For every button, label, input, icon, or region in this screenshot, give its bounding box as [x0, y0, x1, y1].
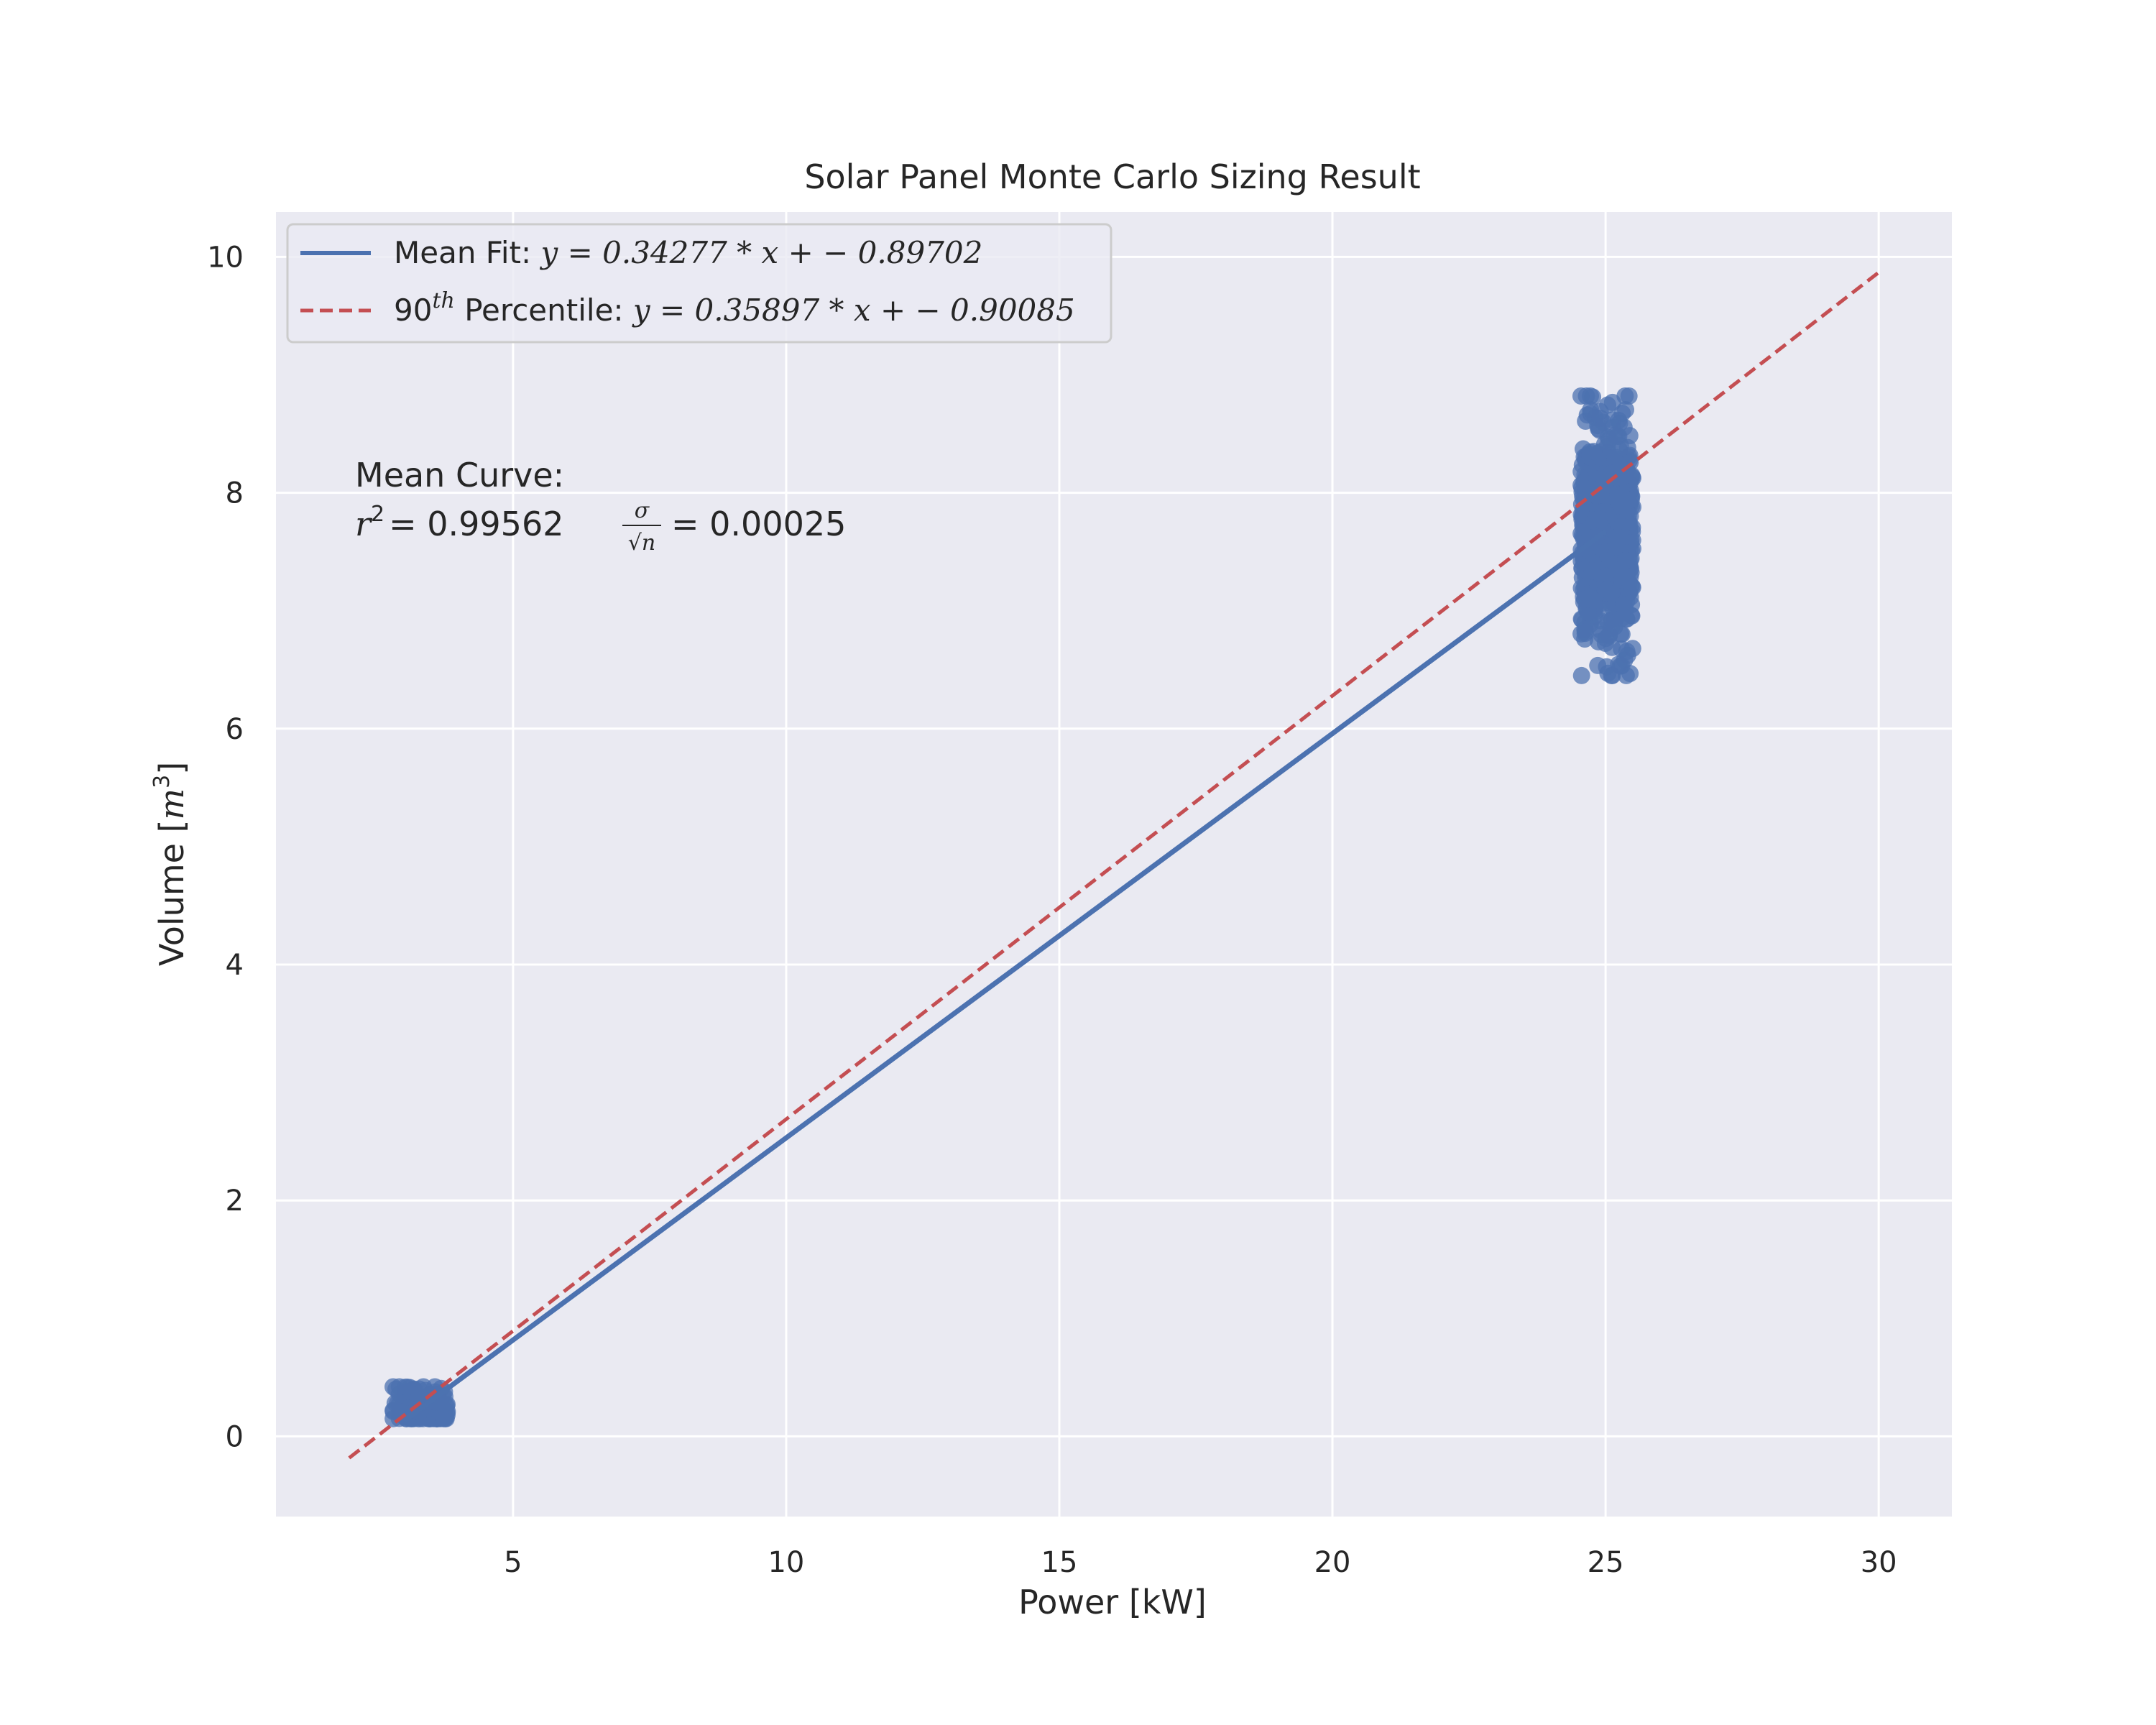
- scatter-point: [1622, 491, 1640, 509]
- annotation-sigma-value: = 0.00025: [671, 505, 846, 543]
- mean-fit-line: [402, 529, 1608, 1423]
- y-tick-label: 8: [226, 477, 244, 510]
- percentile-fit-line: [348, 271, 1880, 1460]
- scatter-point: [1604, 411, 1622, 429]
- scatter-point: [1589, 656, 1607, 674]
- scatter-point: [1596, 635, 1614, 653]
- scatter-point: [1572, 666, 1590, 684]
- scatter-point: [1603, 393, 1621, 411]
- scatter-point: [1623, 577, 1641, 595]
- annotation-sigma: σ: [635, 498, 650, 523]
- x-tick-label: 15: [1041, 1546, 1078, 1579]
- x-tick-labels: 5 10 15 20 25 30: [504, 1546, 1897, 1579]
- scatter-point: [1582, 387, 1600, 405]
- scatter-point: [438, 1397, 456, 1414]
- legend-box: [286, 223, 1112, 344]
- scatter-point: [1603, 464, 1621, 482]
- y-axis-label: Volume [m3]: [149, 762, 191, 966]
- scatter-point: [1599, 613, 1617, 631]
- x-axis-label: Power [kW]: [1018, 1583, 1207, 1622]
- scatter-point: [1609, 486, 1627, 504]
- y-tick-labels: 0 2 4 6 8 10: [207, 241, 244, 1453]
- scatter-point: [1617, 551, 1635, 569]
- annotation-line1: Mean Curve:: [355, 456, 564, 494]
- scatter-point: [1603, 584, 1621, 602]
- annotation-mean-curve: Mean Curve: r2 = 0.99562 σ √n = 0.00025: [355, 456, 846, 556]
- annotation-r2: r2 = 0.99562: [355, 502, 563, 543]
- scatter-point: [398, 1378, 416, 1396]
- fit-lines: [348, 271, 1880, 1460]
- x-tick-label: 5: [504, 1546, 522, 1579]
- legend: Mean Fit: y = 0.34277 * x + − 0.89702 90…: [286, 223, 1112, 344]
- x-tick-label: 25: [1588, 1546, 1624, 1579]
- scatter-point: [1610, 441, 1628, 459]
- y-axis-label-sup: 3: [149, 775, 175, 788]
- scatter-point: [1585, 443, 1603, 461]
- legend-label-mean-fit: Mean Fit: y = 0.34277 * x + − 0.89702: [394, 235, 982, 270]
- legend-label-90th-percentile: 90th Percentile: y = 0.35897 * x + − 0.9…: [394, 288, 1075, 328]
- y-tick-label: 6: [226, 713, 244, 746]
- scatter-point: [1613, 610, 1631, 627]
- scatter-point: [1583, 562, 1601, 580]
- x-tick-label: 20: [1314, 1546, 1351, 1579]
- scatter-point: [1612, 625, 1630, 643]
- y-axis-label-var: m: [152, 788, 191, 820]
- scatter-point: [1615, 596, 1633, 614]
- scatter-point: [1577, 622, 1595, 640]
- grid-lines: [276, 212, 1952, 1517]
- scatter-point: [1590, 510, 1608, 528]
- x-tick-label: 10: [768, 1546, 804, 1579]
- scatter-point: [1596, 567, 1614, 585]
- scatter-point: [1623, 466, 1641, 484]
- y-axis-label-prefix: Volume [: [152, 820, 191, 967]
- scatter-point: [1575, 590, 1593, 608]
- annotation-sqrt-n: √n: [628, 530, 655, 556]
- x-tick-label: 30: [1861, 1546, 1897, 1579]
- scatter-point: [1590, 421, 1608, 439]
- y-axis-label-suffix: ]: [152, 762, 191, 775]
- y-tick-label: 4: [226, 949, 244, 982]
- chart-title: Solar Panel Monte Carlo Sizing Result: [804, 157, 1420, 196]
- y-tick-label: 0: [226, 1420, 244, 1453]
- scatter-point: [1572, 506, 1590, 524]
- scatter-point: [1611, 657, 1629, 675]
- scatter-point: [1623, 640, 1641, 658]
- y-tick-label: 2: [226, 1184, 244, 1218]
- y-tick-label: 10: [207, 241, 244, 274]
